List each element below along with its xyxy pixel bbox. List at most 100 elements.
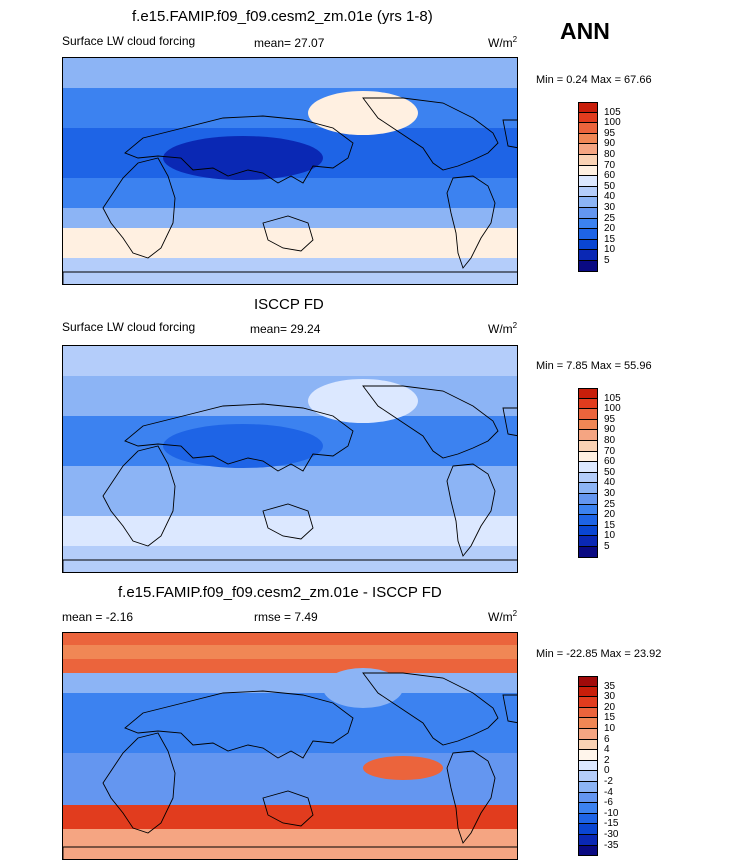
colorbar-label: 105 bbox=[604, 392, 621, 404]
map-band bbox=[63, 829, 517, 859]
coastline bbox=[502, 694, 517, 724]
coastline bbox=[446, 750, 496, 844]
panel1-mean: mean= 27.07 bbox=[254, 36, 325, 50]
panel2-variable: Surface LW cloud forcing bbox=[62, 320, 196, 334]
coastline bbox=[124, 403, 354, 472]
colorbar-label: -30 bbox=[604, 829, 619, 840]
colorbar-label: 95 bbox=[604, 127, 616, 139]
colorbar-swatch bbox=[578, 239, 598, 251]
colorbar-swatch bbox=[578, 750, 598, 761]
colorbar-label: 60 bbox=[604, 170, 616, 182]
colorbar-swatch bbox=[578, 229, 598, 240]
colorbar-swatch bbox=[578, 739, 598, 751]
colorbar-label: 10 bbox=[604, 723, 616, 734]
panel2-colorbar bbox=[578, 388, 598, 558]
panel2-map bbox=[62, 345, 518, 573]
coastline bbox=[446, 175, 496, 269]
colorbar-label: 80 bbox=[604, 435, 616, 446]
colorbar-label: 6 bbox=[604, 733, 610, 745]
map-band bbox=[63, 58, 517, 88]
colorbar-label: 5 bbox=[604, 255, 610, 266]
map-feature bbox=[308, 91, 418, 135]
panel3-minmax: Min = -22.85 Max = 23.92 bbox=[536, 648, 662, 660]
colorbar-swatch bbox=[578, 813, 598, 825]
coastline bbox=[502, 407, 517, 437]
panel1-variable: Surface LW cloud forcing bbox=[62, 34, 196, 48]
map-feature bbox=[363, 756, 443, 780]
colorbar-label: 70 bbox=[604, 445, 616, 457]
coastline bbox=[124, 115, 354, 184]
colorbar-label: 20 bbox=[604, 701, 616, 713]
colorbar-swatch bbox=[578, 451, 598, 463]
map-band bbox=[63, 693, 517, 753]
map-band bbox=[63, 516, 517, 546]
colorbar-swatch bbox=[578, 834, 598, 846]
coastline bbox=[63, 846, 517, 859]
colorbar-swatch bbox=[578, 760, 598, 772]
colorbar-label: 20 bbox=[604, 509, 616, 521]
colorbar-swatch bbox=[578, 771, 598, 782]
panel3-mean: mean = -2.16 bbox=[62, 610, 134, 624]
colorbar-swatch bbox=[578, 493, 598, 505]
colorbar-label: 105 bbox=[604, 106, 621, 118]
panel3-map bbox=[62, 632, 518, 860]
map-band bbox=[63, 753, 517, 808]
colorbar-swatch bbox=[578, 409, 598, 420]
colorbar-swatch bbox=[578, 186, 598, 198]
colorbar-swatch bbox=[578, 676, 598, 687]
colorbar-swatch bbox=[578, 207, 598, 219]
colorbar-label: 50 bbox=[604, 180, 616, 192]
season-label: ANN bbox=[560, 18, 610, 44]
colorbar-swatch bbox=[578, 781, 598, 793]
colorbar-swatch bbox=[578, 123, 598, 134]
map-band bbox=[63, 496, 517, 516]
map-feature bbox=[163, 136, 323, 180]
colorbar-swatch bbox=[578, 133, 598, 145]
colorbar-swatch bbox=[578, 515, 598, 526]
colorbar-label: 30 bbox=[604, 691, 616, 703]
colorbar-swatch bbox=[578, 504, 598, 516]
map-band bbox=[63, 645, 517, 659]
colorbar-label: 0 bbox=[604, 765, 610, 777]
colorbar-swatch bbox=[578, 250, 598, 261]
panel3-colorbar bbox=[578, 676, 598, 857]
map-band bbox=[63, 805, 517, 829]
colorbar-swatch bbox=[578, 845, 598, 857]
panel3-units: W/m2 bbox=[488, 609, 518, 624]
coastline bbox=[102, 157, 176, 259]
colorbar-label: -6 bbox=[604, 797, 613, 809]
colorbar-label: 95 bbox=[604, 413, 616, 425]
colorbar-swatch bbox=[578, 462, 598, 473]
colorbar-label: 40 bbox=[604, 477, 616, 489]
colorbar-label: 30 bbox=[604, 202, 616, 213]
coastline bbox=[446, 463, 496, 557]
colorbar-label: 15 bbox=[604, 712, 616, 724]
colorbar-label: 25 bbox=[604, 212, 616, 224]
colorbar-swatch bbox=[578, 525, 598, 537]
panel2-units: W/m2 bbox=[488, 321, 518, 336]
coastline bbox=[262, 790, 314, 827]
panel1-units: W/m2 bbox=[488, 35, 518, 50]
colorbar-label: 4 bbox=[604, 744, 610, 756]
coastline bbox=[124, 690, 354, 759]
colorbar-swatch bbox=[578, 419, 598, 431]
colorbar-swatch bbox=[578, 472, 598, 484]
map-band bbox=[63, 546, 517, 572]
colorbar-label: 15 bbox=[604, 519, 616, 531]
colorbar-swatch bbox=[578, 398, 598, 410]
colorbar-label: 60 bbox=[604, 456, 616, 468]
coastline bbox=[262, 503, 314, 540]
coastline bbox=[262, 215, 314, 252]
colorbar-label: -15 bbox=[604, 818, 619, 830]
colorbar-label: 2 bbox=[604, 754, 610, 766]
colorbar-swatch bbox=[578, 728, 598, 740]
coastline bbox=[502, 119, 517, 149]
colorbar-swatch bbox=[578, 388, 598, 399]
colorbar-label: -35 bbox=[604, 839, 619, 851]
map-band bbox=[63, 346, 517, 376]
coastline bbox=[362, 672, 499, 746]
colorbar-swatch bbox=[578, 697, 598, 708]
map-band bbox=[63, 208, 517, 228]
colorbar-swatch bbox=[578, 218, 598, 230]
colorbar-label: 35 bbox=[604, 680, 616, 692]
